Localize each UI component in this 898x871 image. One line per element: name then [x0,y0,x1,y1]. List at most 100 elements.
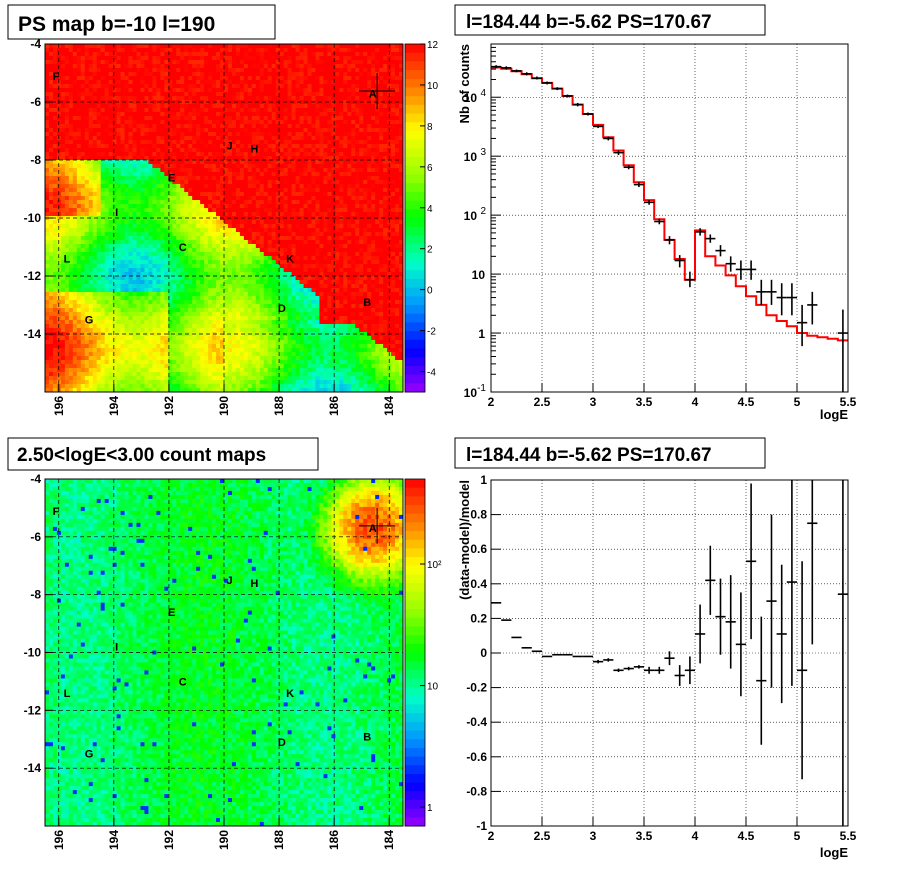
map-cell [140,76,145,81]
map-cell [140,128,145,133]
map-cell [243,300,249,305]
map-cell [48,140,54,145]
map-cell [124,172,129,177]
map-cell [208,136,213,141]
map-cell [176,220,181,225]
map-cell [176,252,181,257]
map-cell [152,60,157,65]
map-cell [68,68,74,73]
map-cell [263,164,269,169]
map-cell [80,380,86,385]
map-cell [88,340,94,345]
map-cell [227,312,233,317]
map-cell [192,280,197,285]
map-cell [45,112,50,117]
map-cell [88,212,94,217]
map-cell [45,84,50,89]
map-cell [184,340,189,345]
map-cell [144,200,149,205]
map-cell [231,212,237,217]
map-cell [64,328,70,333]
map-cell [88,276,94,281]
map-cell [116,236,121,241]
map-cell [259,84,265,89]
map-cell [144,156,149,161]
map-cell [216,356,221,361]
map-cell [192,228,197,233]
map-cell [243,88,249,93]
map-cell [176,304,181,309]
map-cell [204,48,209,53]
map-cell [255,284,261,289]
map-cell [156,380,161,385]
map-cell [184,284,189,289]
map-cell [140,340,145,345]
map-cell [76,192,82,197]
map-cell [96,152,102,157]
map-cell [112,316,117,321]
map-cell [64,280,70,285]
map-cell [80,180,86,185]
map-cell [231,360,237,365]
map-cell [220,48,225,53]
map-cell [120,388,125,393]
map-cell [188,192,193,197]
map-cell [48,88,54,93]
map-cell [196,348,201,353]
map-cell [76,324,82,329]
map-cell [152,308,157,313]
map-cell [132,52,137,57]
map-cell [216,100,221,105]
map-cell [108,320,114,325]
map-cell [76,208,82,213]
map-cell [251,108,257,113]
map-cell [208,220,213,225]
map-cell [200,368,205,373]
map-cell [100,292,106,297]
map-cell [68,264,74,269]
map-cell [56,240,62,245]
map-cell [56,116,62,121]
map-cell [204,52,209,57]
map-cell [220,60,225,65]
map-cell [128,128,133,133]
map-cell [68,88,74,93]
map-cell [208,172,213,177]
map-cell [263,128,269,133]
map-cell [136,296,141,301]
map-cell [92,140,98,145]
map-cell [128,192,133,197]
map-cell [72,296,78,301]
map-cell [104,372,110,377]
map-cell [120,272,125,277]
map-cell [216,92,221,97]
map-cell [204,172,209,177]
map-cell [76,332,82,337]
map-cell [96,348,102,353]
map-cell [259,108,265,113]
map-cell [251,44,257,49]
map-cell [140,132,145,137]
map-cell [124,72,129,77]
map-cell [212,120,217,125]
map-cell [108,68,114,73]
map-cell [72,268,78,273]
map-cell [76,272,82,277]
map-cell [164,312,169,317]
map-cell [96,188,102,193]
map-cell [220,188,225,193]
map-cell [216,140,221,145]
map-cell [227,220,233,225]
map-cell [164,76,169,81]
map-cell [216,304,221,309]
map-cell [45,252,50,257]
map-cell [140,320,145,325]
map-cell [68,372,74,377]
map-cell [45,316,50,321]
map-cell [180,200,185,205]
map-cell [180,104,185,109]
map-cell [180,324,185,329]
map-cell [88,328,94,333]
map-cell [243,64,249,69]
map-cell [140,136,145,141]
